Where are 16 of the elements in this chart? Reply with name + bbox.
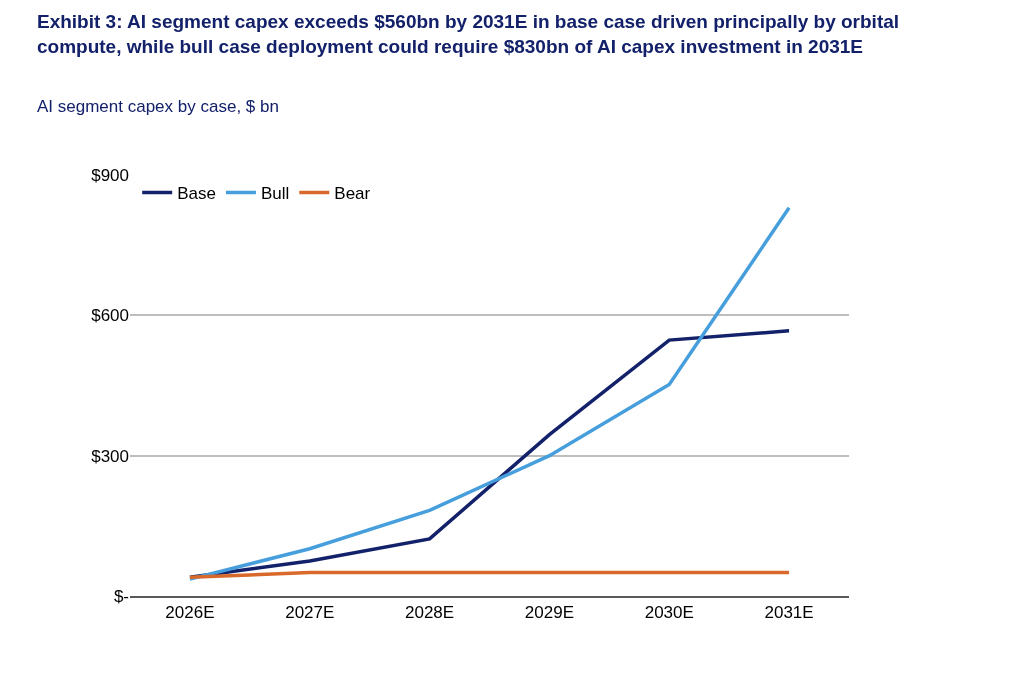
legend-label: Base [177,184,216,204]
x-tick-label: 2029E [524,603,575,623]
chart-subtitle: AI segment capex by case, $ bn [37,97,279,116]
chart-title: Exhibit 3: AI segment capex exceeds $560bn by 2031E in base case driven principally by orbital compute, while bull case deployment could require $830bn of AI capex investment in 2031E [37,11,900,57]
x-tick-label: 2028E [404,603,455,623]
y-tick-label: $900 [91,165,129,185]
x-tick-label: 2030E [644,603,694,623]
x-tick-label: 2031E [764,603,814,623]
legend-label: Bear [334,184,371,204]
x-tick-label: 2027E [285,603,335,623]
legend-label: Bull [260,184,290,204]
y-tick-label: $600 [91,306,129,326]
y-tick-label: $300 [91,446,129,466]
x-tick-label: 2026E [165,603,215,623]
y-tick-label: $- [113,586,129,606]
line-series [188,205,791,581]
